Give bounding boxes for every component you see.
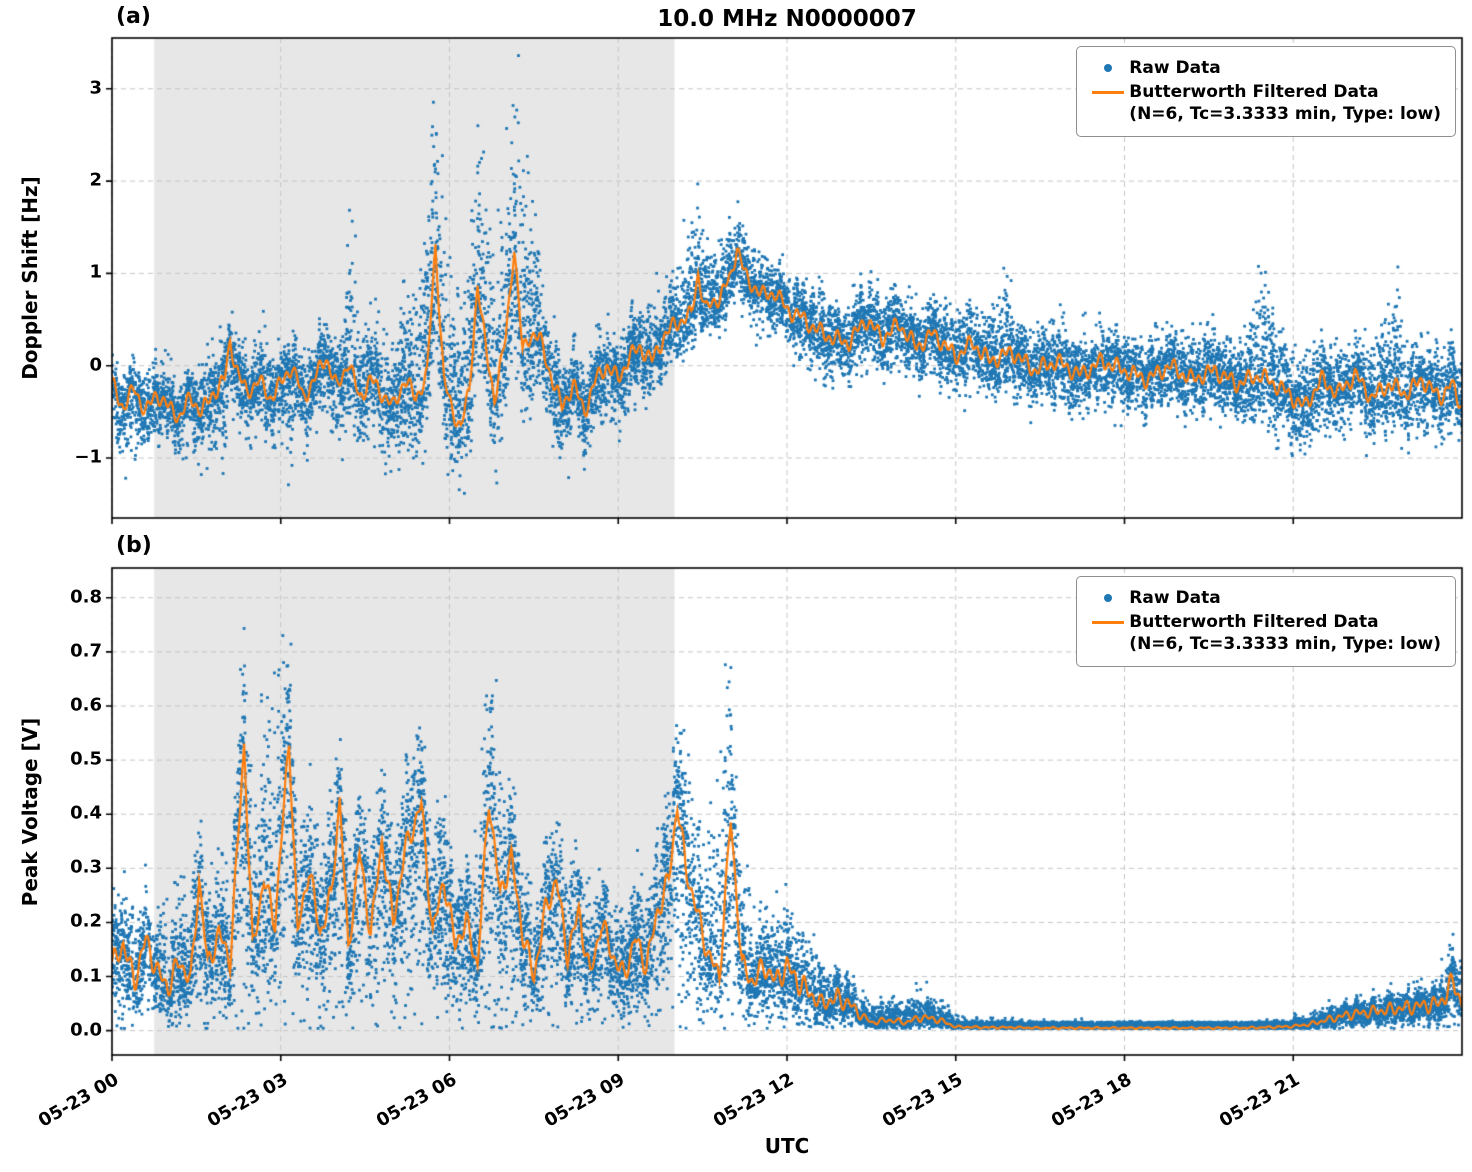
raw-data-point-icon <box>1104 64 1113 72</box>
legend-marker-cell <box>1087 611 1129 625</box>
legend-filtered-data-label: Butterworth Filtered Data (N=6, Tc=3.333… <box>1129 81 1441 125</box>
legend-filtered-label-line1: Butterworth Filtered Data <box>1129 82 1379 103</box>
legend-filtered-data-label: Butterworth Filtered Data (N=6, Tc=3.333… <box>1129 611 1441 655</box>
filtered-data-line-icon <box>1092 91 1125 95</box>
y-axis-label-peak-voltage: Peak Voltage [V] <box>18 717 42 907</box>
legend-marker-cell <box>1087 587 1129 602</box>
legend-item-filtered-data: Butterworth Filtered Data (N=6, Tc=3.333… <box>1087 81 1441 125</box>
legend-panel-a: Raw Data Butterworth Filtered Data (N=6,… <box>1076 46 1456 138</box>
panel-a-label: (a) <box>116 4 151 29</box>
legend-panel-b: Raw Data Butterworth Filtered Data (N=6,… <box>1076 576 1456 668</box>
legend-filtered-label-line1: Butterworth Filtered Data <box>1129 612 1379 633</box>
legend-raw-data-label: Raw Data <box>1129 58 1221 78</box>
legend-filtered-label-line2: (N=6, Tc=3.3333 min, Type: low) <box>1129 104 1441 125</box>
legend-item-raw-data: Raw Data <box>1087 587 1441 609</box>
legend-marker-cell <box>1087 57 1129 72</box>
x-axis-label: UTC <box>764 1134 810 1158</box>
legend-filtered-label-line2: (N=6, Tc=3.3333 min, Type: low) <box>1129 634 1441 655</box>
raw-data-point-icon <box>1104 594 1113 602</box>
filtered-data-line-icon <box>1092 621 1125 625</box>
y-axis-label-doppler-shift: Doppler Shift [Hz] <box>18 176 42 380</box>
panel-b-label: (b) <box>116 533 152 558</box>
legend-marker-cell <box>1087 81 1129 95</box>
legend-item-raw-data: Raw Data <box>1087 57 1441 79</box>
chart-title: 10.0 MHz N0000007 <box>657 6 917 32</box>
legend-raw-data-label: Raw Data <box>1129 588 1221 608</box>
legend-item-filtered-data: Butterworth Filtered Data (N=6, Tc=3.333… <box>1087 611 1441 655</box>
